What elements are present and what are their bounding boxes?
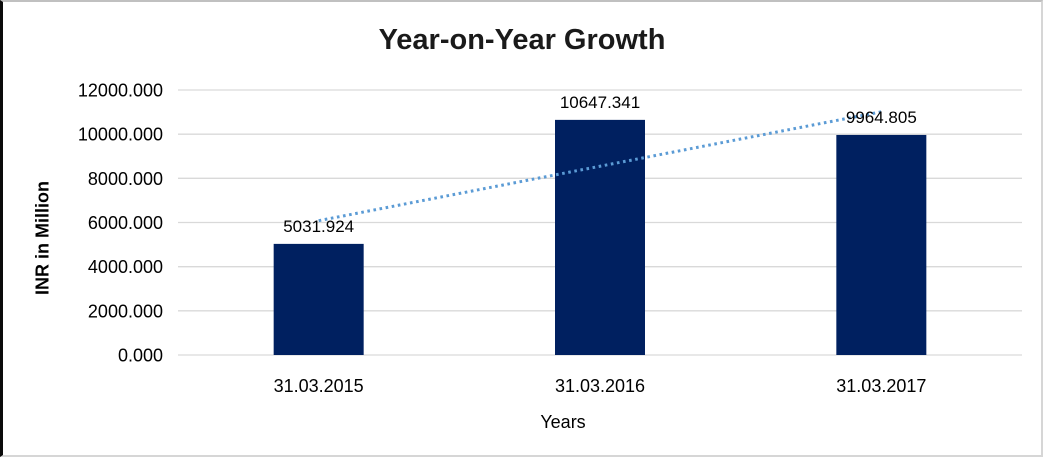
y-tick-label: 10000.000 bbox=[78, 125, 163, 145]
y-tick-label: 2000.000 bbox=[88, 301, 163, 321]
y-tick-label: 4000.000 bbox=[88, 257, 163, 277]
y-tick-label: 6000.000 bbox=[88, 213, 163, 233]
y-tick-label: 0.000 bbox=[118, 346, 163, 366]
bar bbox=[836, 134, 927, 355]
x-tick-label: 31.03.2015 bbox=[274, 376, 364, 396]
plot-area: 0.000 2000.000 4000.000 6000.000 8000.000 100… bbox=[78, 81, 1022, 396]
trendline bbox=[318, 110, 882, 223]
bar-value-label: 9964.805 bbox=[846, 108, 917, 127]
bar-value-label: 10647.341 bbox=[560, 93, 640, 112]
x-tick-label: 31.03.2017 bbox=[836, 376, 926, 396]
x-axis-title: Years bbox=[540, 412, 586, 432]
y-tick-label: 12000.000 bbox=[78, 81, 163, 101]
bar bbox=[555, 119, 645, 355]
chart-title: Year-on-Year Growth bbox=[378, 24, 666, 56]
y-tick-label: 8000.000 bbox=[88, 169, 163, 189]
bar-value-label: 5031.924 bbox=[283, 217, 354, 236]
bar bbox=[273, 243, 364, 355]
x-tick-label: 31.03.2016 bbox=[555, 376, 645, 396]
